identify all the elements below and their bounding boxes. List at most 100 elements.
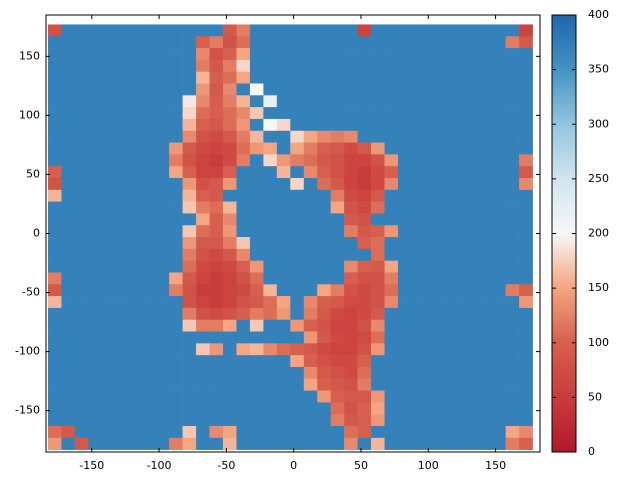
heatmap-cell	[424, 331, 439, 344]
heatmap-cell	[371, 71, 385, 84]
heatmap-cell	[344, 272, 358, 285]
heatmap-cell	[492, 284, 506, 297]
heatmap-cell	[303, 189, 318, 202]
heatmap-cell	[276, 83, 291, 96]
heatmap-cell	[330, 402, 345, 415]
heatmap-cell	[169, 154, 183, 167]
heatmap-cell	[142, 177, 157, 191]
heatmap-cell	[438, 83, 453, 96]
heatmap-cell	[344, 59, 358, 72]
heatmap-cell	[424, 284, 439, 297]
heatmap-cell	[330, 378, 345, 391]
heatmap-cell	[276, 426, 291, 439]
heatmap-cell	[451, 296, 466, 309]
heatmap-cell	[74, 225, 89, 238]
heatmap-cell	[276, 366, 291, 380]
heatmap-cell	[357, 343, 372, 356]
heatmap-cell	[74, 201, 89, 214]
heatmap-cell	[196, 296, 210, 309]
heatmap-cell	[505, 237, 520, 250]
heatmap-cell	[223, 154, 237, 167]
heatmap-cell	[209, 414, 224, 427]
heatmap-cell	[505, 130, 520, 143]
heatmap-cell	[492, 107, 506, 120]
heatmap-cell	[303, 307, 318, 321]
heatmap-cell	[384, 166, 399, 179]
heatmap-cell	[478, 213, 493, 226]
heatmap-cell	[88, 296, 103, 309]
heatmap-cell	[424, 142, 439, 155]
heatmap-cell	[101, 331, 116, 344]
heatmap-cell	[411, 296, 426, 309]
heatmap-cell	[142, 248, 157, 261]
heatmap-cell	[128, 189, 143, 202]
heatmap-cell	[290, 83, 305, 96]
heatmap-cell	[357, 213, 372, 226]
heatmap-cell	[249, 225, 264, 238]
heatmap-cell	[344, 107, 358, 120]
heatmap-cell	[303, 284, 318, 297]
heatmap-cell	[223, 248, 237, 261]
heatmap-cell	[465, 355, 480, 368]
heatmap-cell	[48, 107, 62, 120]
heatmap-cell	[101, 142, 116, 155]
heatmap-cell	[223, 71, 237, 84]
heatmap-cell	[196, 225, 210, 238]
heatmap-cell	[223, 130, 237, 143]
heatmap-cell	[263, 225, 278, 238]
heatmap-cell	[101, 248, 116, 261]
heatmap-cell	[249, 414, 264, 427]
heatmap-cell	[48, 177, 62, 191]
heatmap-cell	[155, 414, 170, 427]
heatmap-cell	[330, 118, 345, 132]
heatmap-cell	[505, 154, 520, 167]
heatmap-cell	[397, 296, 412, 309]
heatmap-cell	[505, 307, 520, 321]
y-tick-label: 0	[33, 227, 40, 240]
heatmap-cell	[330, 177, 345, 191]
heatmap-cell	[303, 343, 318, 356]
heatmap-cell	[397, 378, 412, 391]
heatmap-cell	[290, 201, 305, 214]
heatmap-cell	[101, 213, 116, 226]
heatmap-cell	[424, 95, 439, 108]
heatmap-cell	[88, 213, 103, 226]
heatmap-cell	[196, 95, 210, 108]
heatmap-cell	[115, 177, 130, 191]
heatmap-cell	[451, 166, 466, 179]
heatmap-cell	[74, 24, 89, 37]
heatmap-cell	[236, 213, 251, 226]
heatmap-cell	[142, 284, 157, 297]
heatmap-cell	[478, 142, 493, 155]
heatmap-cell	[101, 107, 116, 120]
heatmap-cell	[330, 390, 345, 403]
heatmap-cell	[397, 390, 412, 403]
heatmap-cell	[424, 437, 439, 450]
colorbar-tick-label: 300	[588, 117, 609, 130]
heatmap-cell	[465, 426, 480, 439]
heatmap-cell	[142, 378, 157, 391]
heatmap-cell	[357, 390, 372, 403]
heatmap-cell	[128, 272, 143, 285]
heatmap-cell	[411, 343, 426, 356]
heatmap-cell	[182, 378, 197, 391]
heatmap-cell	[276, 343, 291, 356]
heatmap-cell	[465, 437, 480, 450]
heatmap-cell	[169, 83, 183, 96]
heatmap-cell	[223, 36, 237, 49]
heatmap-cell	[505, 107, 520, 120]
heatmap-cell	[411, 355, 426, 368]
heatmap-cell	[115, 319, 130, 332]
heatmap-cell	[424, 24, 439, 37]
heatmap-cell	[236, 331, 251, 344]
heatmap-cell	[438, 71, 453, 84]
heatmap-cell	[236, 284, 251, 297]
heatmap-cell	[303, 95, 318, 108]
heatmap-cell	[209, 166, 224, 179]
heatmap-cell	[478, 355, 493, 368]
heatmap-cell	[48, 36, 62, 49]
heatmap-cell	[290, 225, 305, 238]
heatmap-cell	[424, 201, 439, 214]
heatmap-cell	[465, 177, 480, 191]
heatmap-cell	[451, 118, 466, 132]
